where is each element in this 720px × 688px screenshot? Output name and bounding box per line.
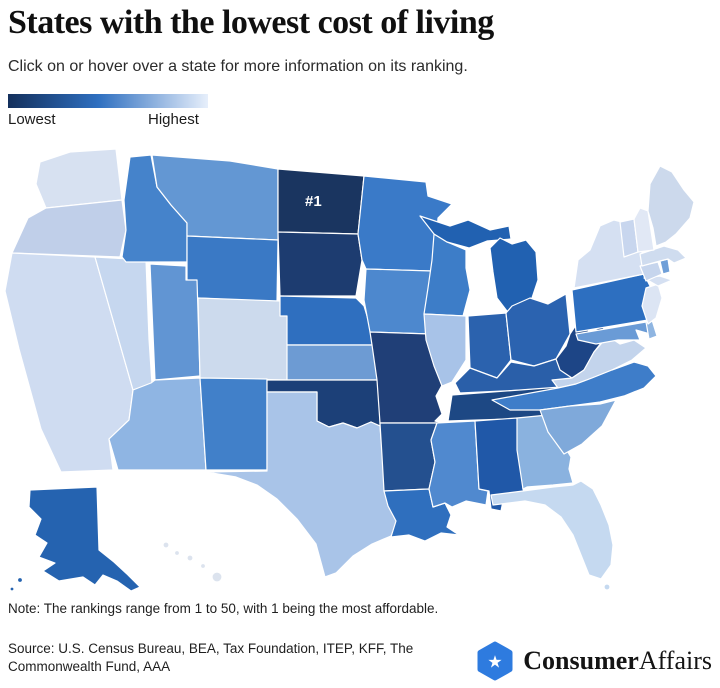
state-south-dakota[interactable]: [277, 231, 363, 297]
state-florida-keys[interactable]: [603, 583, 611, 591]
page-title: States with the lowest cost of living: [8, 4, 494, 41]
state-south-carolina[interactable]: [539, 399, 617, 455]
legend-label-highest: Highest: [148, 111, 199, 128]
state-arkansas[interactable]: [379, 422, 438, 492]
state-hawaii-island-3[interactable]: [186, 554, 194, 562]
state-alaska[interactable]: [28, 486, 141, 592]
state-new-hampshire[interactable]: [633, 207, 655, 253]
state-ohio[interactable]: [505, 293, 571, 367]
state-massachusetts[interactable]: [639, 245, 687, 267]
state-illinois[interactable]: [423, 313, 467, 387]
us-choropleth-map: #1: [0, 140, 720, 600]
state-michigan[interactable]: [489, 237, 539, 316]
logo-word-affairs: Affairs: [638, 646, 712, 675]
state-alaska-aleutian-island[interactable]: [16, 576, 24, 584]
state-maine[interactable]: [647, 165, 695, 247]
state-alaska-island[interactable]: [9, 586, 15, 592]
source-text: Source: U.S. Census Bureau, BEA, Tax Fou…: [8, 641, 414, 674]
state-wisconsin[interactable]: [423, 233, 471, 317]
state-wyoming[interactable]: [186, 235, 279, 303]
consumeraffairs-logo: ★ ConsumerAffairs: [476, 641, 712, 681]
state-florida[interactable]: [490, 480, 614, 580]
rank-1-label: #1: [305, 193, 322, 210]
state-hawaii-island-2[interactable]: [173, 549, 181, 557]
state-new-mexico[interactable]: [199, 377, 268, 471]
state-hawaii-island-5[interactable]: [211, 571, 223, 583]
state-michigan-upper-peninsula[interactable]: [419, 215, 512, 249]
svg-text:★: ★: [488, 653, 503, 672]
logo-hexagon-star-icon: ★: [477, 641, 513, 681]
subtitle: Click on or hover over a state for more …: [8, 58, 468, 75]
state-oregon[interactable]: [11, 199, 127, 258]
state-washington[interactable]: [35, 148, 123, 209]
state-hawaii-island-4[interactable]: [199, 562, 207, 570]
state-utah[interactable]: [149, 263, 201, 381]
note-text: Note: The rankings range from 1 to 50, w…: [8, 601, 439, 616]
state-kansas[interactable]: [286, 344, 381, 381]
legend-gradient-bar: [8, 94, 208, 108]
logo-wordmark: ConsumerAffairs: [523, 646, 712, 676]
logo-word-consumer: Consumer: [523, 646, 639, 675]
state-hawaii-island-1[interactable]: [162, 541, 170, 549]
legend-label-lowest: Lowest: [8, 111, 56, 128]
state-colorado[interactable]: [197, 297, 289, 381]
state-indiana[interactable]: [467, 312, 512, 379]
state-nebraska[interactable]: [279, 295, 375, 346]
